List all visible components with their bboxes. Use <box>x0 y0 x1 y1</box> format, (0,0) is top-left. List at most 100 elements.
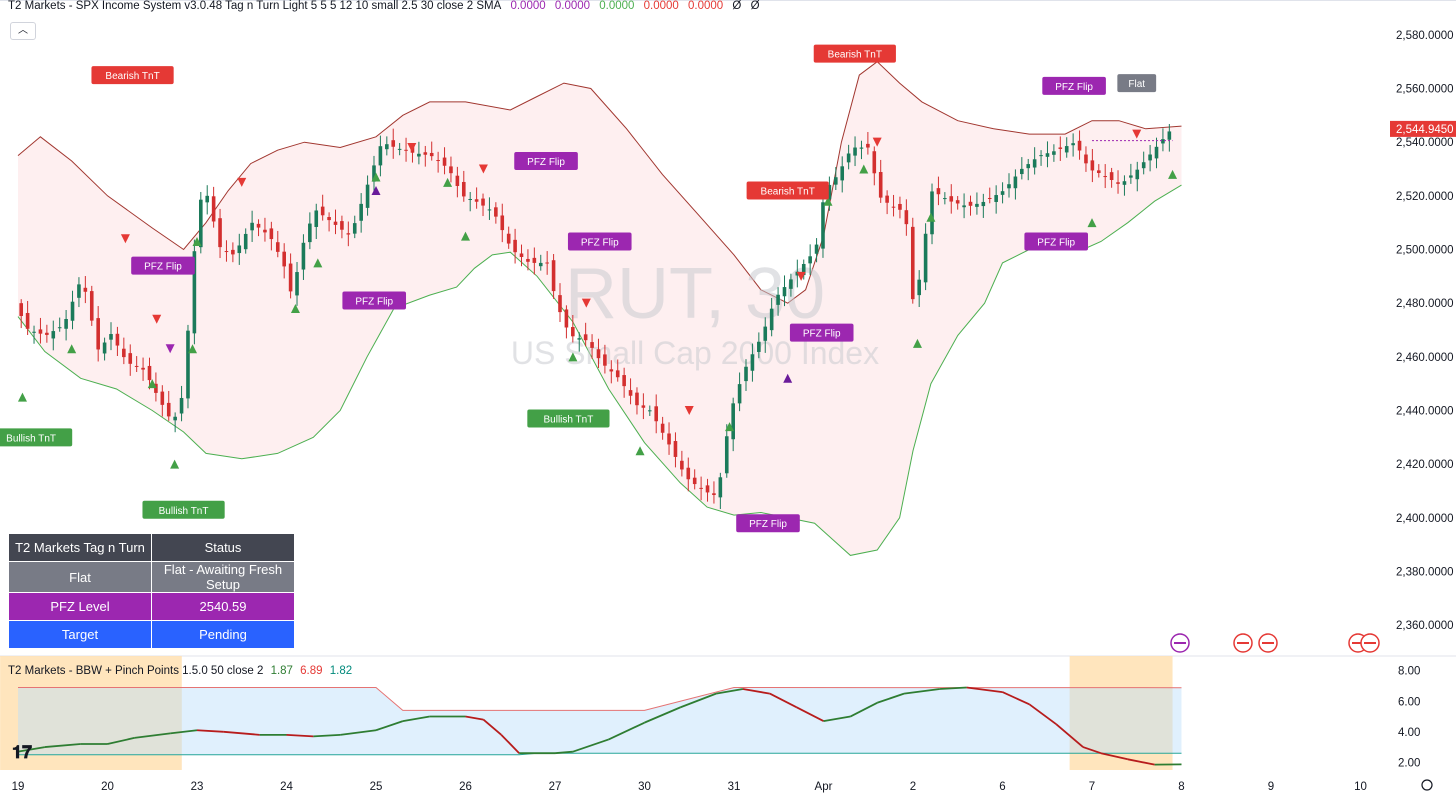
x-tick-label: 23 <box>191 781 204 793</box>
signal-label-text: PFZ Flip <box>1055 82 1093 93</box>
bbw-line-segment <box>769 692 798 709</box>
candle-body <box>1090 160 1095 171</box>
signal-label-bg <box>342 291 407 310</box>
candle-body <box>423 152 428 155</box>
signal-label-bg <box>813 44 896 63</box>
sub-indicator-title[interactable]: T2 Markets - BBW + Pinch Points 1.5.0 50… <box>8 665 264 677</box>
lower-band <box>17 184 1182 556</box>
candle-body <box>724 436 729 474</box>
candle-body <box>917 279 921 296</box>
signal-label-bg <box>1042 76 1106 95</box>
x-tick-label: Apr <box>815 781 833 793</box>
table-cell: Flat <box>69 569 91 585</box>
candle-body <box>314 210 319 227</box>
candle-body <box>288 263 293 292</box>
x-tick-label: 2 <box>910 781 916 793</box>
candle-body <box>699 487 703 489</box>
y-tick-label: 2,460.0000 <box>1396 352 1454 364</box>
candle-body <box>1064 146 1069 153</box>
candle-body <box>468 198 472 200</box>
candle-body <box>70 301 75 321</box>
sub-indicator-value: 6.89 <box>300 665 323 677</box>
candle-body <box>166 402 171 417</box>
indicator-title[interactable]: T2 Markets - SPX Income System v3.0.48 T… <box>8 0 502 12</box>
sub-y-tick-label: 8.00 <box>1398 666 1420 678</box>
up-triangle-marker <box>290 304 300 314</box>
signal-label: PFZ Flip <box>567 232 632 251</box>
pinch-zone <box>1069 656 1173 770</box>
signal-label-text: Bullish TnT <box>544 415 594 426</box>
candle-body <box>320 206 325 216</box>
signal-label-bg <box>746 181 829 200</box>
signal-label: Bearish TnT <box>91 66 174 85</box>
candle-body <box>692 477 697 485</box>
sub-y-tick-label: 2.00 <box>1398 757 1420 769</box>
bbw-channel-fill <box>18 687 1182 755</box>
x-tick-label: 31 <box>728 781 741 793</box>
candle-body <box>891 206 896 208</box>
signal-label-bg <box>527 409 610 428</box>
candle-body <box>801 263 806 276</box>
candle-body <box>757 341 761 352</box>
candle-body <box>923 233 928 283</box>
bbw-line-segment <box>17 746 46 753</box>
bbw-line-segment <box>465 715 484 721</box>
y-tick-label: 2,560.0000 <box>1396 84 1454 96</box>
up-triangle-marker <box>635 446 645 456</box>
y-tick-label: 2,360.0000 <box>1396 620 1454 632</box>
chevron-up-icon[interactable]: ︿ <box>10 22 36 40</box>
bbw-line-segment <box>849 701 878 718</box>
x-tick-label: 10 <box>1354 781 1367 793</box>
bbw-line-segment <box>679 692 717 709</box>
candle-body <box>1058 147 1063 149</box>
candle-body <box>417 153 421 157</box>
tradingview-logo-icon[interactable]: 𝟏𝟕 <box>12 742 33 762</box>
candle-body <box>51 331 56 339</box>
bbw-line-segment <box>44 743 81 748</box>
candle-body <box>558 295 562 313</box>
candle-body <box>571 327 575 337</box>
candle-body <box>199 199 203 248</box>
candle-body <box>622 375 626 387</box>
candle-body <box>77 284 81 298</box>
candle-body <box>1071 143 1075 146</box>
candle-body <box>122 348 126 358</box>
signal-label: PFZ Flip <box>789 323 854 342</box>
candle-body <box>814 244 819 254</box>
candle-body <box>789 279 793 289</box>
up-triangle-marker <box>313 258 323 268</box>
table-row: PFZ Level 2540.59 <box>9 593 294 620</box>
bbw-line-segment <box>554 750 573 755</box>
candle-body <box>269 228 274 240</box>
candle-body <box>391 140 396 147</box>
status-table: T2 Markets Tag n Turn Status Flat Flat -… <box>8 533 295 649</box>
signal-label: PFZ Flip <box>1042 76 1106 95</box>
up-triangle-marker <box>170 459 180 469</box>
signal-label-bg <box>131 256 195 275</box>
y-tick-label: 2,380.0000 <box>1396 567 1454 579</box>
bbw-line-segment <box>1055 723 1084 748</box>
indicator-value: 0.0000 <box>599 0 635 12</box>
signal-label: PFZ Flip <box>342 291 407 310</box>
candle-body <box>603 354 607 366</box>
bbw-line-segment <box>482 718 502 736</box>
signal-label-bg <box>1117 74 1157 93</box>
signal-label: PFZ Flip <box>131 256 195 275</box>
candle-body <box>1116 182 1120 184</box>
table-cell: Pending <box>199 627 247 642</box>
bbw-upper-line <box>18 686 1182 711</box>
y-tick-label: 2,520.0000 <box>1396 191 1454 203</box>
candle-body <box>237 245 242 254</box>
candle-body <box>256 223 261 228</box>
candle-body <box>481 198 485 206</box>
candle-body <box>712 493 716 495</box>
sub-indicator-value: 1.82 <box>329 665 353 677</box>
bbw-line-segment <box>903 688 940 695</box>
signal-label-text: Bullish TnT <box>6 433 56 444</box>
candle-body <box>782 287 787 297</box>
candle-body <box>551 260 556 292</box>
table-cell: 2540.59 <box>199 599 247 614</box>
up-triangle-marker <box>192 236 202 246</box>
candle-body <box>654 406 659 422</box>
